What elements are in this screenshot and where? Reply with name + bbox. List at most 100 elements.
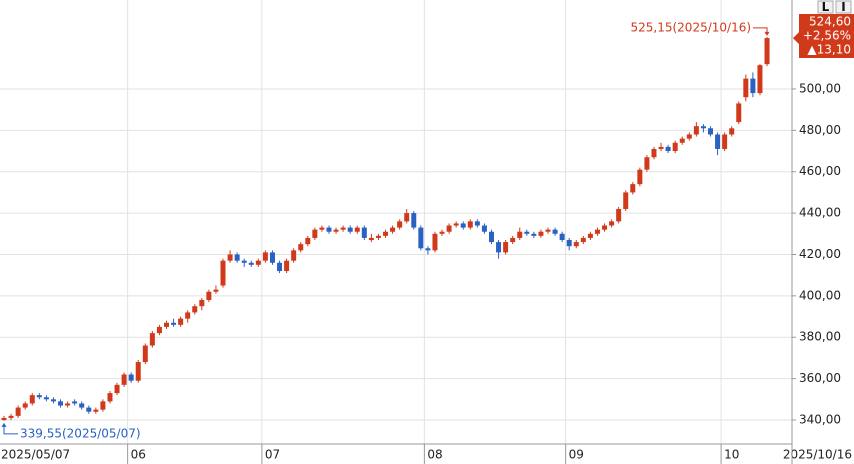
candle-body xyxy=(630,184,636,193)
price-box-label: +2,56% xyxy=(803,29,851,43)
candle-body xyxy=(552,229,558,234)
candle-body xyxy=(750,78,756,94)
candle-body xyxy=(142,345,148,363)
y-tick-label: 500,00 xyxy=(799,81,841,95)
candle-body xyxy=(171,322,177,325)
annotation-leader xyxy=(753,27,768,34)
candle-body xyxy=(672,142,678,152)
x-tick-label: 06 xyxy=(131,448,146,462)
candle-body xyxy=(488,231,494,243)
candle-body xyxy=(531,233,537,236)
candle-body xyxy=(298,244,304,251)
candle-body xyxy=(72,401,78,404)
candle-body xyxy=(446,225,452,232)
candle-body xyxy=(22,403,28,408)
candle-body xyxy=(425,248,431,251)
candle-body xyxy=(107,393,113,402)
candle-body xyxy=(114,384,120,394)
candle-body xyxy=(651,148,657,158)
price-box xyxy=(793,14,854,58)
y-tick-label: 460,00 xyxy=(799,164,841,178)
candle-body xyxy=(573,242,579,247)
candle-body xyxy=(333,229,339,232)
candle-body xyxy=(65,403,71,406)
candle-body xyxy=(43,397,49,400)
candle-body xyxy=(722,134,728,149)
button-label[interactable]: I xyxy=(841,0,845,14)
candle-body xyxy=(658,146,664,149)
y-tick-label: 380,00 xyxy=(799,330,841,344)
candle-body xyxy=(715,134,721,149)
candle-body xyxy=(700,126,706,129)
candle-body xyxy=(220,260,226,286)
candle-body xyxy=(616,208,622,222)
candle-body xyxy=(743,78,749,98)
candle-body xyxy=(291,250,297,261)
candle-body xyxy=(545,229,551,232)
y-tick-label: 360,00 xyxy=(799,371,841,385)
y-tick-label: 480,00 xyxy=(799,123,841,137)
candle-body xyxy=(284,260,290,272)
candle-body xyxy=(474,221,480,226)
candle-body xyxy=(418,227,424,249)
candle-body xyxy=(192,306,198,313)
y-tick-label: 420,00 xyxy=(799,247,841,261)
annotation-arrow xyxy=(1,422,7,427)
candle-body xyxy=(241,260,247,263)
candle-body xyxy=(269,252,275,263)
candle-body xyxy=(623,192,629,209)
candle-body xyxy=(439,231,445,234)
candle-body xyxy=(665,146,671,152)
x-tick-label: 07 xyxy=(265,448,280,462)
candle-body xyxy=(178,318,184,325)
candle-body xyxy=(644,157,650,170)
candle-body xyxy=(580,237,586,243)
candle-body xyxy=(467,221,473,228)
candle-body xyxy=(390,227,396,232)
low-annotation: 339,55(2025/05/07) xyxy=(20,426,141,440)
annotation-arrow xyxy=(764,31,770,36)
candle-body xyxy=(1,417,7,420)
candle-body xyxy=(100,401,106,410)
candle-body xyxy=(757,65,763,94)
candle-body xyxy=(121,374,127,385)
candle-body xyxy=(729,128,735,135)
candle-body xyxy=(305,237,311,245)
candle-body xyxy=(312,229,318,238)
button[interactable] xyxy=(817,0,834,14)
candle-body xyxy=(347,227,353,232)
candle-body xyxy=(255,260,261,265)
candle-body xyxy=(262,252,268,261)
high-annotation: 525,15(2025/10/16) xyxy=(631,20,752,34)
candle-body xyxy=(453,223,459,226)
candle-body xyxy=(538,231,544,236)
candle-body xyxy=(679,138,685,143)
candle-body xyxy=(135,362,141,381)
annotation-leader xyxy=(3,424,18,435)
candle-body xyxy=(319,227,325,230)
button-label[interactable]: L xyxy=(822,0,830,14)
candle-body xyxy=(227,254,233,261)
candle-body xyxy=(213,289,219,292)
candle-body xyxy=(354,227,360,232)
candle-body xyxy=(149,333,155,346)
candle-body xyxy=(411,213,417,228)
candle-body xyxy=(93,409,99,412)
candle-body xyxy=(736,103,742,123)
button[interactable] xyxy=(835,0,852,14)
candle-body xyxy=(517,231,523,238)
candle-body xyxy=(510,237,516,243)
candle-body xyxy=(340,227,346,230)
x-tick-label: 09 xyxy=(569,448,584,462)
candle-body xyxy=(326,227,332,232)
candle-body xyxy=(248,262,254,265)
candle-body xyxy=(50,399,56,402)
candle-body xyxy=(156,326,162,334)
candle-body xyxy=(163,322,169,327)
candle-body xyxy=(708,128,713,135)
candle-body xyxy=(15,407,21,416)
y-tick-label: 400,00 xyxy=(799,288,841,302)
candle-body xyxy=(368,237,374,240)
x-tick-label: 10 xyxy=(724,448,739,462)
